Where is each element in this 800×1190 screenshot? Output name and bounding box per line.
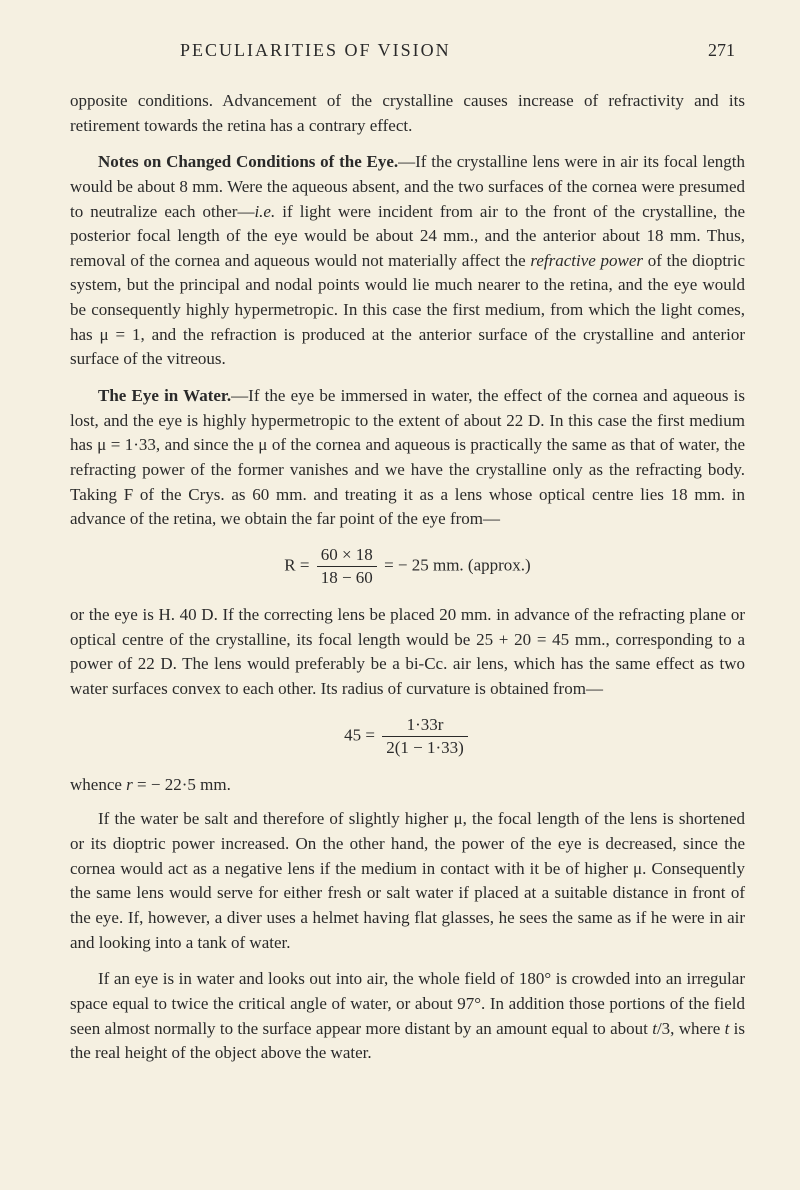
numerator: 1·33r	[382, 714, 468, 737]
body-paragraph: or the eye is H. 40 D. If the correcting…	[70, 603, 745, 702]
section-heading: Notes on Changed Conditions of the Eye.	[98, 152, 398, 171]
formula-suffix: = − 25 mm. (approx.)	[380, 555, 531, 574]
italic-text: i.e.	[254, 202, 275, 221]
whence-prefix: whence	[70, 775, 126, 794]
formula-prefix: R =	[284, 555, 313, 574]
section-text: —If the eye be immersed in water, the ef…	[70, 386, 745, 528]
page-title: PECULIARITIES OF VISION	[180, 40, 451, 61]
intro-paragraph: opposite conditions. Advancement of the …	[70, 89, 745, 138]
fraction: 1·33r2(1 − 1·33)	[382, 714, 468, 759]
para-text: /3, where	[657, 1019, 725, 1038]
denominator: 18 − 60	[317, 567, 377, 589]
formula-45: 45 = 1·33r2(1 − 1·33)	[70, 714, 745, 759]
page-number: 271	[708, 40, 735, 61]
whence-suffix: = − 22·5 mm.	[133, 775, 231, 794]
eye-water-section: The Eye in Water.—If the eye be immersed…	[70, 384, 745, 532]
notes-section: Notes on Changed Conditions of the Eye.—…	[70, 150, 745, 372]
fraction: 60 × 1818 − 60	[317, 544, 377, 589]
salt-water-paragraph: If the water be salt and therefore of sl…	[70, 807, 745, 955]
para-text: If the water be salt and therefore of sl…	[70, 809, 745, 951]
numerator: 60 × 18	[317, 544, 377, 567]
formula-R: R = 60 × 1818 − 60 = − 25 mm. (approx.)	[70, 544, 745, 589]
para-text: If an eye is in water and looks out into…	[70, 969, 745, 1037]
denominator: 2(1 − 1·33)	[382, 737, 468, 759]
italic-text: refractive power	[530, 251, 643, 270]
final-paragraph: If an eye is in water and looks out into…	[70, 967, 745, 1066]
page-header: PECULIARITIES OF VISION 271	[70, 40, 745, 61]
italic-r: r	[126, 775, 133, 794]
whence-result: whence r = − 22·5 mm.	[70, 773, 745, 798]
section-heading: The Eye in Water.	[98, 386, 231, 405]
formula-prefix: 45 =	[344, 725, 379, 744]
